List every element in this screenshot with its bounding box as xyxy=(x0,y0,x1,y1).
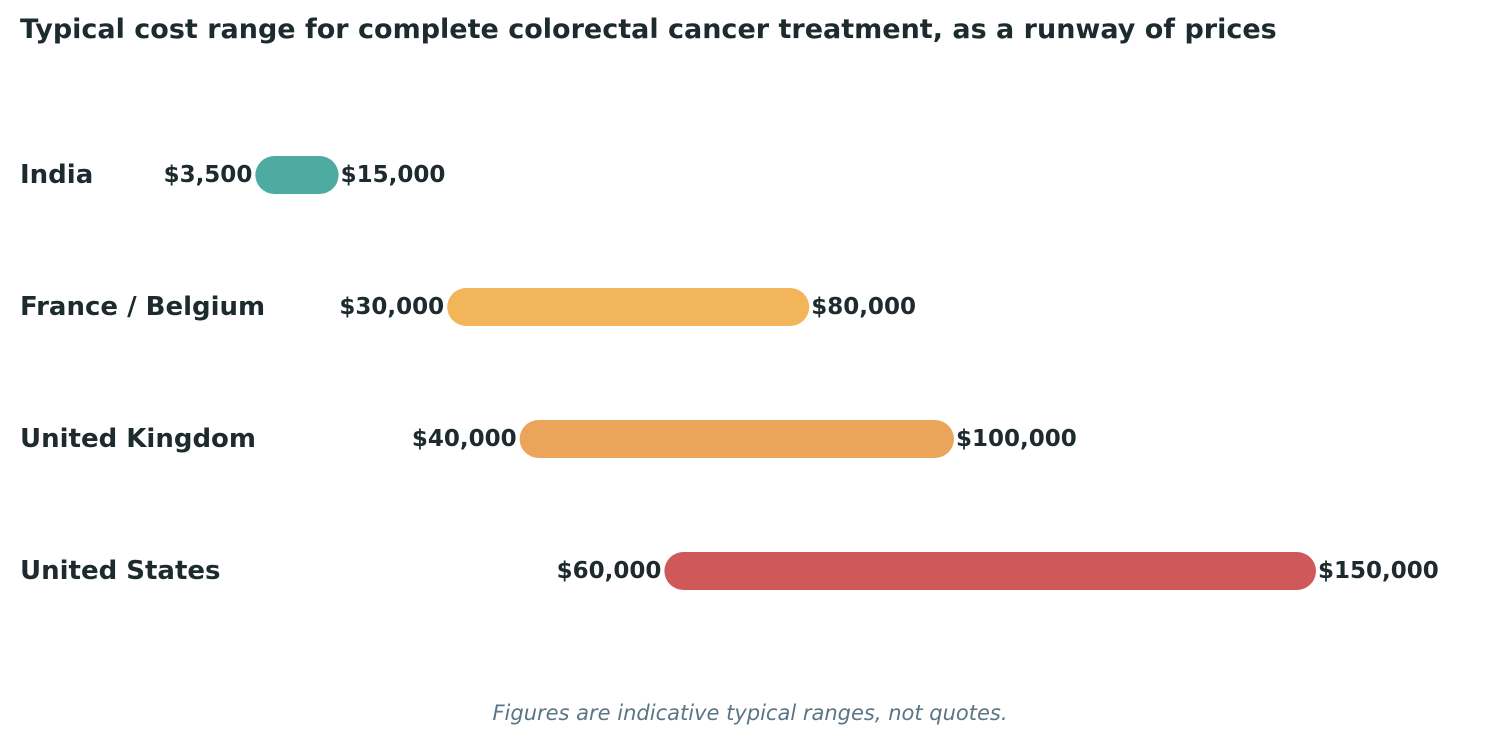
high-label-france-belgium: $80,000 xyxy=(811,294,916,320)
range-bar-india xyxy=(255,156,339,194)
high-label-united-kingdom: $100,000 xyxy=(956,426,1077,452)
low-label-france-belgium: $30,000 xyxy=(339,294,444,320)
category-label-united-states: United States xyxy=(20,556,221,586)
chart-title: Typical cost range for complete colorect… xyxy=(20,14,1277,45)
low-label-india: $3,500 xyxy=(164,162,253,188)
high-label-united-states: $150,000 xyxy=(1318,558,1439,584)
category-label-france-belgium: France / Belgium xyxy=(20,292,265,322)
chart-footnote: Figures are indicative typical ranges, n… xyxy=(492,701,1008,725)
low-label-united-states: $60,000 xyxy=(557,558,662,584)
category-label-united-kingdom: United Kingdom xyxy=(20,424,256,454)
range-bar-france-belgium xyxy=(447,288,810,326)
range-bar-united-kingdom xyxy=(519,420,954,458)
range-bar-united-states xyxy=(664,552,1316,590)
category-label-india: India xyxy=(20,160,93,190)
high-label-india: $15,000 xyxy=(341,162,446,188)
range-chart: India $3,500 $15,000 France / Belgium $30,00… xyxy=(20,156,1439,590)
low-label-united-kingdom: $40,000 xyxy=(412,426,517,452)
